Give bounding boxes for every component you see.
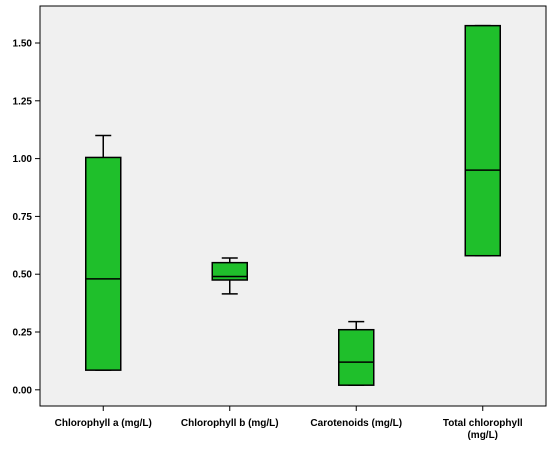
x-tick-label: Carotenoids (mg/L) <box>310 418 402 429</box>
x-tick-label: Chlorophyll a (mg/L) <box>55 418 152 429</box>
box-iqr <box>85 156 122 371</box>
box-iqr <box>338 328 375 386</box>
y-tick-label: 0.75 <box>13 212 33 223</box>
box-1 <box>85 134 122 371</box>
box-iqr <box>464 24 501 257</box>
y-tick-label: 1.50 <box>13 38 33 49</box>
y-tick-label: 1.00 <box>13 154 33 165</box>
box-2 <box>211 257 248 295</box>
x-tick-label: Chlorophyll b (mg/L) <box>181 418 279 429</box>
box-3 <box>338 320 375 386</box>
x-axis-labels: Chlorophyll a (mg/L) Chlorophyll b (mg/L)… <box>55 406 523 441</box>
x-tick-label: Total chlorophyll (mg/L) <box>443 418 523 441</box>
y-tick-label: 0.50 <box>13 270 33 281</box>
boxes <box>85 24 501 386</box>
y-tick-label: 1.25 <box>13 96 33 107</box>
y-tick-label: 0.00 <box>13 385 33 396</box>
plot-area <box>39 5 547 407</box>
box-4 <box>464 24 501 257</box>
box-iqr <box>211 261 248 281</box>
y-axis: 0.00 0.25 0.50 0.75 1.00 1.25 1.50 <box>13 38 40 396</box>
y-tick-label: 0.25 <box>13 328 33 339</box>
